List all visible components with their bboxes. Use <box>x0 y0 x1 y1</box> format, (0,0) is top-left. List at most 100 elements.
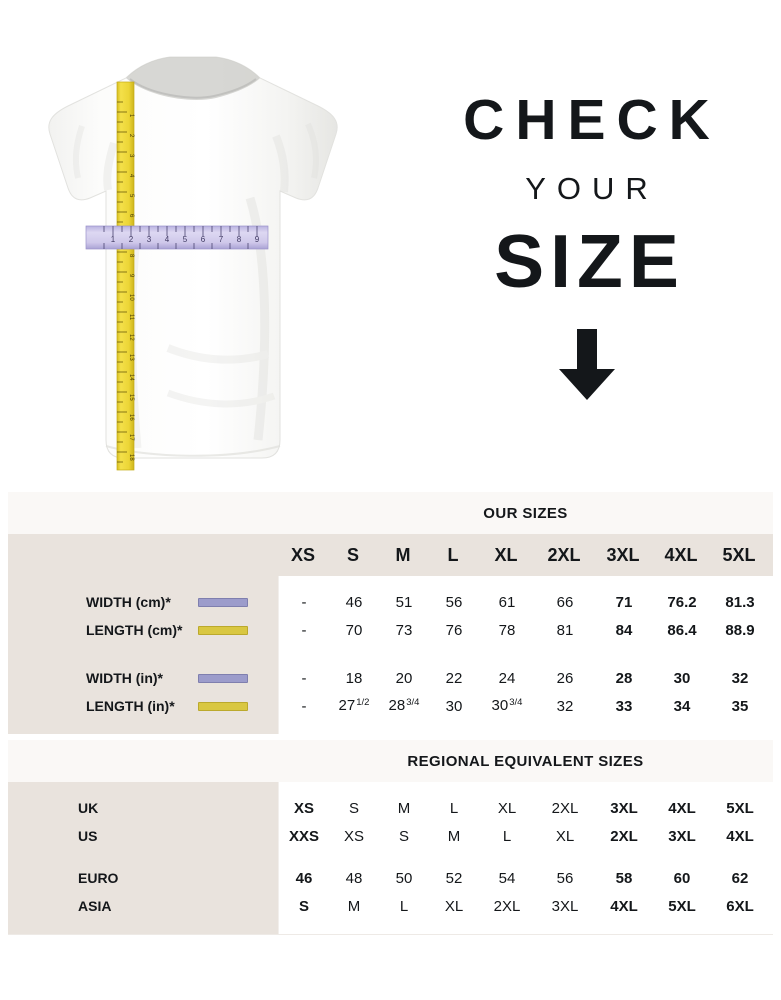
length-in-s-whole: 27 <box>338 697 356 715</box>
svg-text:16: 16 <box>128 414 134 421</box>
row-label-width-cm: WIDTH (cm)* <box>8 588 278 616</box>
headline-line-check: CHECK <box>463 88 721 152</box>
regional-label-pad-bottom <box>8 920 278 934</box>
cell-length-in-xl: 303/4 <box>479 697 535 714</box>
cell-length-in-s: 271/2 <box>329 697 379 714</box>
cell-uk-3: M <box>397 799 411 817</box>
cell-asia-4: XL <box>444 897 464 915</box>
size-column-xl: XL <box>494 544 518 565</box>
regional-sizes-body: UK US EURO ASIA XS S <box>8 782 773 934</box>
cell-euro-2: 48 <box>345 869 363 887</box>
cell-asia-7: 4XL <box>610 897 638 915</box>
regional-data-column: XS S M L XL 2XL 3XL 4XL 5XL XXS XS S M L <box>278 782 773 934</box>
tshirt-measurement-illustration: 1 2 3 4 5 6 7 8 9 10 11 12 13 14 15 16 1 <box>48 56 338 471</box>
cell-us-5: L <box>502 827 512 845</box>
cell-euro-1: 46 <box>295 869 313 887</box>
table-row: - 46 51 56 61 66 71 76.2 81.3 <box>279 588 773 616</box>
svg-text:8: 8 <box>237 235 242 244</box>
panel-divider <box>8 734 773 740</box>
label-asia: ASIA <box>78 898 112 914</box>
regional-data-pad-bottom <box>279 920 773 934</box>
regional-data-group-spacer <box>279 850 773 864</box>
cell-width-cm-xs: - <box>301 593 307 611</box>
cell-width-in-m: 20 <box>395 669 413 687</box>
regional-data-pad-top <box>279 782 773 794</box>
cell-us-2: XS <box>343 827 364 845</box>
svg-text:4: 4 <box>128 174 134 178</box>
size-tables: OUR SIZES XS S M L XL 2XL 3XL 4XL 5XL <box>8 492 773 935</box>
cell-length-cm-s: 70 <box>345 621 363 639</box>
cell-length-cm-4xl: 86.4 <box>667 621 697 639</box>
svg-text:2: 2 <box>128 134 134 138</box>
cell-us-7: 2XL <box>610 827 638 845</box>
length-in-m-whole: 28 <box>388 697 406 715</box>
tshirt-illustration-area: 1 2 3 4 5 6 7 8 9 10 11 12 13 14 15 16 1 <box>0 0 390 492</box>
column-header-left-spacer <box>8 534 278 576</box>
svg-text:4: 4 <box>165 235 170 244</box>
regional-sizes-title: REGIONAL EQUIVALENT SIZES <box>407 752 644 770</box>
svg-text:12: 12 <box>128 334 134 341</box>
regional-label-group-spacer <box>8 850 278 864</box>
length-in-m-fraction: 3/4 <box>406 697 420 709</box>
size-column-xs: XS <box>290 544 315 565</box>
svg-text:3: 3 <box>128 154 134 158</box>
cell-us-4: M <box>447 827 461 845</box>
length-in-s-fraction: 1/2 <box>356 697 370 709</box>
our-sizes-panel: OUR SIZES XS S M L XL 2XL 3XL 4XL 5XL <box>8 492 773 734</box>
cell-uk-4: L <box>449 799 459 817</box>
svg-text:5: 5 <box>128 194 134 198</box>
width-color-swatch-icon <box>198 597 248 607</box>
cell-width-cm-xl: 61 <box>498 593 516 611</box>
svg-text:5: 5 <box>183 235 188 244</box>
svg-text:10: 10 <box>128 294 134 301</box>
size-column-l: L <box>447 544 459 565</box>
svg-text:9: 9 <box>128 274 134 278</box>
cell-uk-7: 3XL <box>610 799 638 817</box>
cell-asia-2: M <box>347 897 361 915</box>
headline-block: CHECK YOUR SIZE <box>392 0 781 492</box>
row-label-asia: ASIA <box>8 892 278 920</box>
cell-length-in-5xl: 35 <box>731 697 749 715</box>
cell-width-in-2xl: 26 <box>556 669 574 687</box>
svg-text:6: 6 <box>128 214 134 218</box>
cell-width-cm-m: 51 <box>395 593 413 611</box>
cell-length-in-l: 30 <box>445 697 463 715</box>
label-pad-top <box>8 576 278 588</box>
cell-uk-6: 2XL <box>551 799 579 817</box>
svg-text:11: 11 <box>128 314 134 321</box>
svg-text:8: 8 <box>128 254 134 258</box>
svg-text:7: 7 <box>219 235 224 244</box>
cell-width-in-5xl: 32 <box>731 669 749 687</box>
cell-width-cm-2xl: 66 <box>556 593 574 611</box>
cell-length-in-2xl: 32 <box>556 697 574 715</box>
table-row: XXS XS S M L XL 2XL 3XL 4XL <box>279 822 773 850</box>
label-group-spacer <box>8 644 278 664</box>
data-group-spacer <box>279 644 773 664</box>
width-color-swatch-icon <box>198 673 248 683</box>
size-column-m: M <box>395 544 411 565</box>
cell-us-9: 4XL <box>726 827 754 845</box>
headline-line-your: YOUR <box>525 171 659 206</box>
row-label-us: US <box>8 822 278 850</box>
cell-asia-3: L <box>399 897 409 915</box>
cell-width-in-xs: - <box>301 669 307 687</box>
cell-width-in-4xl: 30 <box>673 669 691 687</box>
size-column-3xl: 3XL <box>606 544 640 565</box>
cell-uk-5: XL <box>497 799 517 817</box>
cell-uk-2: S <box>348 799 359 817</box>
cell-length-cm-xl: 78 <box>498 621 516 639</box>
cell-length-cm-5xl: 88.9 <box>725 621 755 639</box>
cell-euro-6: 56 <box>556 869 574 887</box>
svg-text:15: 15 <box>128 394 134 401</box>
tshirt-body <box>48 56 338 459</box>
regional-label-column: UK US EURO ASIA <box>8 782 278 934</box>
headline-line-size: SIZE <box>494 219 685 303</box>
row-label-length-cm: LENGTH (cm)* <box>8 616 278 644</box>
our-sizes-title: OUR SIZES <box>483 504 568 522</box>
svg-text:17: 17 <box>128 434 134 441</box>
size-column-4xl: 4XL <box>664 544 698 565</box>
cell-euro-3: 50 <box>395 869 413 887</box>
data-pad-top <box>279 576 773 588</box>
size-column-2xl: 2XL <box>547 544 581 565</box>
svg-text:6: 6 <box>201 235 206 244</box>
